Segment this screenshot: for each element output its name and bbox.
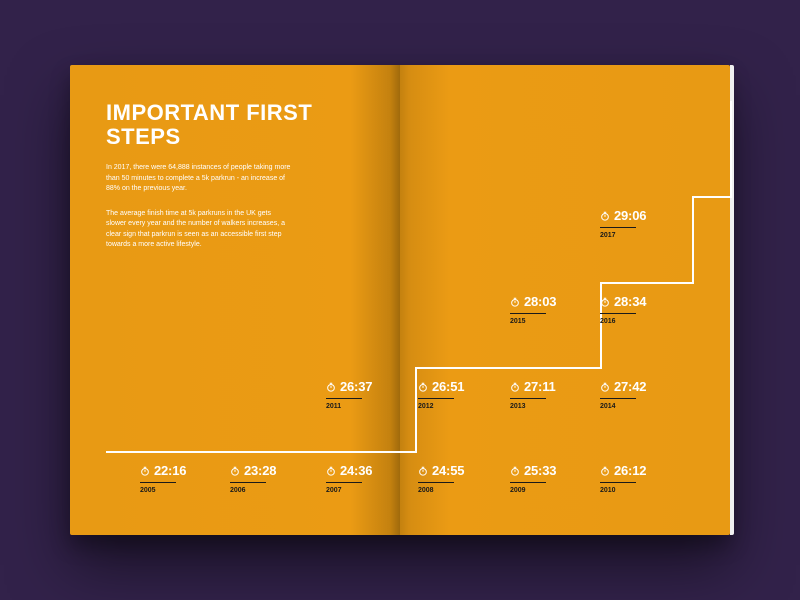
datapoint-2012: 26:51 2012 [418, 379, 464, 410]
datapoint-year: 2016 [600, 318, 646, 325]
datapoint-value: 26:12 [614, 463, 646, 478]
datapoint-value: 23:28 [244, 463, 276, 478]
datapoint-year: 2006 [230, 487, 276, 494]
step-horizontal [415, 367, 600, 369]
datapoint-underline [600, 482, 636, 483]
datapoint-2017: 29:06 2017 [600, 208, 646, 239]
stopwatch-icon [600, 297, 610, 307]
stopwatch-icon [326, 382, 336, 392]
stopwatch-icon [418, 466, 428, 476]
datapoint-value: 27:11 [524, 379, 556, 394]
datapoint-underline [510, 398, 546, 399]
datapoint-year: 2007 [326, 487, 372, 494]
stopwatch-icon [418, 382, 428, 392]
datapoint-year: 2011 [326, 403, 372, 410]
datapoint-value: 25:33 [524, 463, 556, 478]
datapoint-2013: 27:11 2013 [510, 379, 556, 410]
stopwatch-icon [230, 466, 240, 476]
datapoint-year: 2012 [418, 403, 464, 410]
datapoint-underline [326, 398, 362, 399]
stopwatch-icon [510, 466, 520, 476]
step-horizontal [600, 282, 692, 284]
datapoint-2016: 28:34 2016 [600, 294, 646, 325]
datapoint-value: 28:34 [614, 294, 646, 309]
datapoint-underline [600, 313, 636, 314]
datapoint-underline [418, 482, 454, 483]
datapoint-underline [510, 313, 546, 314]
stopwatch-icon [600, 211, 610, 221]
page-title: IMPORTANT FIRST STEPS [106, 101, 336, 149]
intro-paragraph-2: The average finish time at 5k parkruns i… [106, 209, 291, 251]
datapoint-value: 29:06 [614, 208, 646, 223]
datapoint-value: 26:37 [340, 379, 372, 394]
datapoint-underline [600, 398, 636, 399]
datapoint-year: 2005 [140, 487, 186, 494]
datapoint-underline [140, 482, 176, 483]
datapoint-year: 2010 [600, 487, 646, 494]
datapoint-year: 2008 [418, 487, 464, 494]
spread-content: IMPORTANT FIRST STEPS In 2017, there wer… [70, 65, 730, 535]
step-vertical [730, 101, 732, 198]
datapoint-year: 2017 [600, 232, 646, 239]
datapoint-underline [418, 398, 454, 399]
datapoint-2009: 25:33 2009 [510, 463, 556, 494]
datapoint-value: 24:36 [340, 463, 372, 478]
datapoint-year: 2014 [600, 403, 646, 410]
datapoint-value: 24:55 [432, 463, 464, 478]
datapoint-2008: 24:55 2008 [418, 463, 464, 494]
stopwatch-icon [600, 466, 610, 476]
datapoint-2005: 22:16 2005 [140, 463, 186, 494]
datapoint-2010: 26:12 2010 [600, 463, 646, 494]
datapoint-year: 2015 [510, 318, 556, 325]
datapoint-underline [230, 482, 266, 483]
datapoint-2015: 28:03 2015 [510, 294, 556, 325]
datapoint-year: 2009 [510, 487, 556, 494]
step-horizontal [692, 196, 730, 198]
datapoint-value: 27:42 [614, 379, 646, 394]
datapoint-2011: 26:37 2011 [326, 379, 372, 410]
datapoint-value: 26:51 [432, 379, 464, 394]
datapoint-2014: 27:42 2014 [600, 379, 646, 410]
datapoint-underline [326, 482, 362, 483]
datapoint-2006: 23:28 2006 [230, 463, 276, 494]
datapoint-underline [510, 482, 546, 483]
stopwatch-icon [510, 297, 520, 307]
step-vertical [415, 367, 417, 453]
datapoint-2007: 24:36 2007 [326, 463, 372, 494]
intro-paragraph-1: In 2017, there were 64,888 instances of … [106, 163, 291, 195]
datapoint-value: 28:03 [524, 294, 556, 309]
datapoint-value: 22:16 [154, 463, 186, 478]
step-horizontal [106, 451, 415, 453]
datapoint-underline [600, 227, 636, 228]
stopwatch-icon [140, 466, 150, 476]
datapoint-year: 2013 [510, 403, 556, 410]
book-spread: IMPORTANT FIRST STEPS In 2017, there wer… [70, 65, 730, 535]
stopwatch-icon [326, 466, 336, 476]
stopwatch-icon [600, 382, 610, 392]
step-vertical [692, 196, 694, 284]
stopwatch-icon [510, 382, 520, 392]
